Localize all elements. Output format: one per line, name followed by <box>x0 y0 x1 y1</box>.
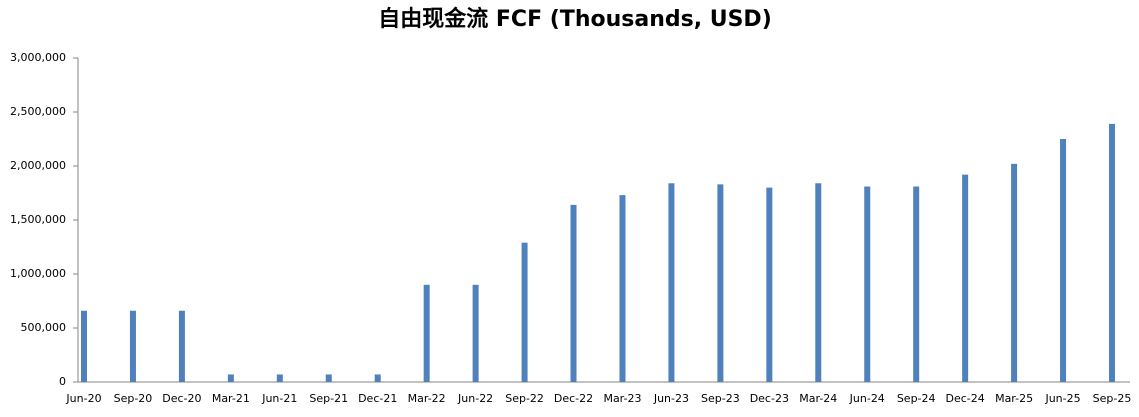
x-tick-label: Mar-24 <box>799 392 837 405</box>
x-tick-label: Sep-23 <box>701 392 740 405</box>
x-tick-label: Sep-21 <box>309 392 348 405</box>
x-tick-label: Mar-23 <box>603 392 641 405</box>
x-tick-label: Sep-25 <box>1093 392 1132 405</box>
y-tick-label: 1,000,000 <box>10 267 66 280</box>
y-tick-label: 500,000 <box>21 321 67 334</box>
bar <box>129 310 136 382</box>
x-tick-label: Sep-20 <box>114 392 153 405</box>
chart-title: 自由现金流 FCF (Thousands, USD) <box>378 6 772 32</box>
bar <box>766 187 773 382</box>
x-tick-label: Jun-20 <box>65 392 101 405</box>
x-tick-label: Dec-23 <box>750 392 789 405</box>
y-tick-label: 1,500,000 <box>10 213 66 226</box>
y-tick-label: 2,500,000 <box>10 105 66 118</box>
bar <box>521 242 528 382</box>
x-tick-label: Jun-24 <box>849 392 885 405</box>
bar <box>1011 163 1018 382</box>
bar <box>81 310 87 382</box>
x-tick-label: Dec-22 <box>554 392 593 405</box>
bar <box>276 374 283 382</box>
x-tick-label: Dec-24 <box>946 392 985 405</box>
bar <box>668 183 675 382</box>
bar <box>570 204 577 382</box>
bar <box>423 284 430 382</box>
x-tick-label: Jun-23 <box>653 392 689 405</box>
x-tick-label: Jun-25 <box>1044 392 1080 405</box>
x-tick-label: Mar-21 <box>212 392 250 405</box>
bar <box>864 186 871 382</box>
x-tick-label: Sep-24 <box>897 392 936 405</box>
x-tick-label: Mar-22 <box>408 392 446 405</box>
bar <box>1109 123 1115 382</box>
bar <box>815 183 822 382</box>
bar <box>178 310 185 382</box>
bar <box>227 374 234 382</box>
bar <box>962 174 969 382</box>
bar <box>374 374 381 382</box>
bar <box>325 374 332 382</box>
bar <box>619 195 626 382</box>
y-tick-label: 2,000,000 <box>10 159 66 172</box>
bar <box>717 184 724 382</box>
x-tick-label: Sep-22 <box>505 392 544 405</box>
bar <box>1060 139 1067 382</box>
x-tick-label: Jun-21 <box>261 392 297 405</box>
y-tick-label: 0 <box>59 375 66 388</box>
x-tick-label: Dec-20 <box>162 392 201 405</box>
y-tick-label: 3,000,000 <box>10 51 66 64</box>
x-tick-label: Dec-21 <box>358 392 397 405</box>
bar <box>913 186 920 382</box>
x-tick-label: Mar-25 <box>995 392 1033 405</box>
x-tick-label: Jun-22 <box>457 392 493 405</box>
bar <box>472 284 479 382</box>
